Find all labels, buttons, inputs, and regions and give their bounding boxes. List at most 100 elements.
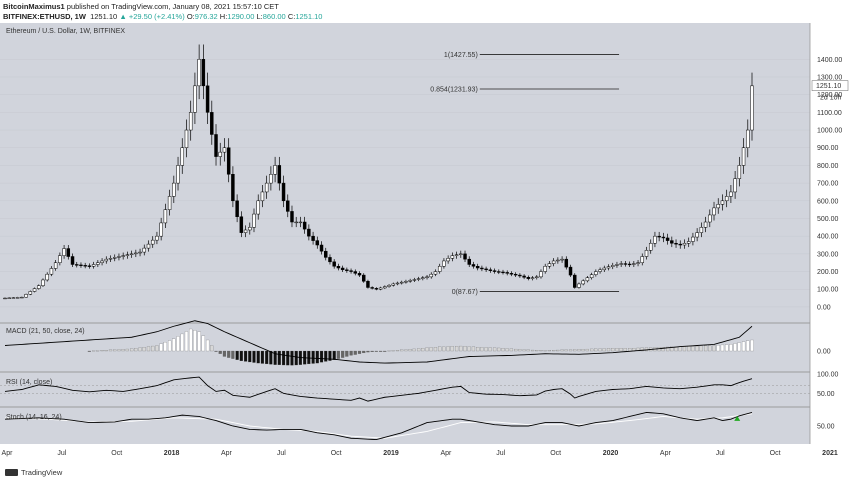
- tradingview-brand[interactable]: TradingView: [5, 468, 62, 477]
- candle-body: [243, 229, 248, 233]
- candle-body: [674, 243, 678, 245]
- candle-body: [678, 243, 682, 246]
- candle-body: [125, 254, 130, 256]
- price-axis[interactable]: 0.00 100.00 200.00 300.00 400.00 500.00 600.00…: [811, 57, 849, 312]
- candle-body: [648, 243, 653, 251]
- author-name[interactable]: BitcoinMaximus1: [3, 2, 65, 11]
- candle-body: [49, 268, 54, 275]
- macd-bar: [332, 350, 336, 360]
- candle-body: [24, 294, 28, 298]
- candle-body: [547, 263, 552, 267]
- candle-body: [201, 59, 206, 87]
- candle-body: [134, 252, 138, 255]
- candle-body: [205, 85, 210, 113]
- time-tick-label: Oct: [111, 450, 122, 457]
- candle-body: [564, 258, 569, 268]
- macd-bar: [130, 348, 134, 352]
- macd-bar: [720, 344, 725, 352]
- macd-bar: [311, 350, 315, 364]
- last-price-tag: [811, 80, 849, 91]
- macd-bar: [239, 350, 243, 361]
- candle-body: [539, 271, 543, 278]
- candle-body: [7, 297, 11, 299]
- macd-bar: [256, 350, 260, 364]
- candle-body: [129, 253, 134, 255]
- macd-bar: [345, 350, 349, 357]
- price-tick-label: 700.00: [817, 181, 839, 188]
- candle-body: [429, 273, 433, 278]
- candle-body: [606, 266, 611, 269]
- time-axis[interactable]: Apr Jul Oct 2018 Apr Jul Oct 2019 Apr Jul Oct 2020 A…: [2, 450, 850, 457]
- macd-bar: [357, 350, 362, 354]
- candle-body: [611, 265, 615, 267]
- macd-bar: [265, 350, 269, 365]
- macd-bar: [505, 348, 509, 352]
- candle-body: [121, 255, 125, 257]
- candle-body: [387, 285, 391, 287]
- candle-body: [733, 178, 737, 193]
- brand-label: TradingView: [21, 468, 63, 477]
- candle-body: [383, 286, 387, 289]
- candle-body: [28, 291, 33, 295]
- candle-body: [302, 221, 307, 230]
- candle-body: [391, 283, 395, 286]
- time-tick-label: Jul: [716, 450, 725, 457]
- tradingview-logo-icon: [5, 469, 18, 476]
- candle-body: [682, 243, 687, 246]
- candle-body: [336, 265, 341, 269]
- macd-bar: [476, 347, 480, 352]
- macd-bar: [699, 345, 703, 352]
- chart-area[interactable]: 1(1427.55) 0.854(1231.93) 0(87.67) Ethereu…: [0, 23, 850, 460]
- macd-bar: [615, 348, 619, 352]
- candle-body: [505, 272, 509, 274]
- stoch-d-line: [4, 413, 753, 439]
- macd-bar: [155, 345, 159, 352]
- macd-bar: [442, 346, 446, 352]
- candle-body: [226, 147, 231, 175]
- candle-body: [640, 256, 644, 263]
- time-tick-label: Apr: [2, 450, 14, 457]
- macd-bar: [492, 347, 497, 352]
- candle-body: [184, 129, 189, 148]
- macd-bar: [159, 343, 163, 352]
- candle-body: [286, 200, 290, 212]
- low-value: 860.00: [262, 12, 286, 21]
- macd-bar: [201, 335, 205, 352]
- candle-body: [691, 236, 695, 242]
- stoch-label: Stoch (14, 16, 24): [6, 414, 62, 421]
- macd-bar: [374, 350, 378, 352]
- macd-label: MACD (21, 50, close, 24): [6, 328, 85, 335]
- candle-body: [32, 288, 37, 292]
- macd-bar: [387, 350, 391, 352]
- macd-bar: [666, 346, 670, 352]
- macd-bar: [324, 350, 328, 362]
- candle-body: [108, 258, 113, 260]
- candle-body: [163, 209, 168, 224]
- price-tick-label: 900.00: [817, 145, 839, 152]
- candle-body: [235, 200, 239, 217]
- candle-body: [395, 282, 400, 285]
- macd-bar: [729, 344, 733, 352]
- candle-body: [20, 296, 24, 299]
- candle-body: [699, 227, 704, 233]
- candle-body: [750, 85, 754, 131]
- time-tick-label: Oct: [331, 450, 342, 457]
- candle-body: [741, 147, 746, 166]
- macd-bar: [210, 345, 214, 352]
- macd-pane: 0.00: [4, 320, 831, 366]
- macd-bar: [96, 350, 100, 352]
- candle-body: [311, 235, 315, 241]
- macd-bar: [480, 347, 484, 352]
- candle-body: [585, 277, 590, 282]
- macd-tick-label: 0.00: [817, 349, 831, 356]
- symbol-info: BITFINEX:ETHUSD, 1W 1251.10 ▲ +29.50 (+2…: [3, 12, 322, 21]
- macd-bar: [151, 345, 155, 352]
- macd-line: [4, 320, 753, 364]
- macd-bar: [222, 350, 227, 357]
- candle-body: [551, 260, 556, 264]
- candle-body: [277, 165, 282, 184]
- time-tick-label: Jul: [496, 450, 505, 457]
- macd-bar: [602, 348, 606, 352]
- candle-body: [104, 258, 109, 262]
- macd-bar: [260, 350, 265, 364]
